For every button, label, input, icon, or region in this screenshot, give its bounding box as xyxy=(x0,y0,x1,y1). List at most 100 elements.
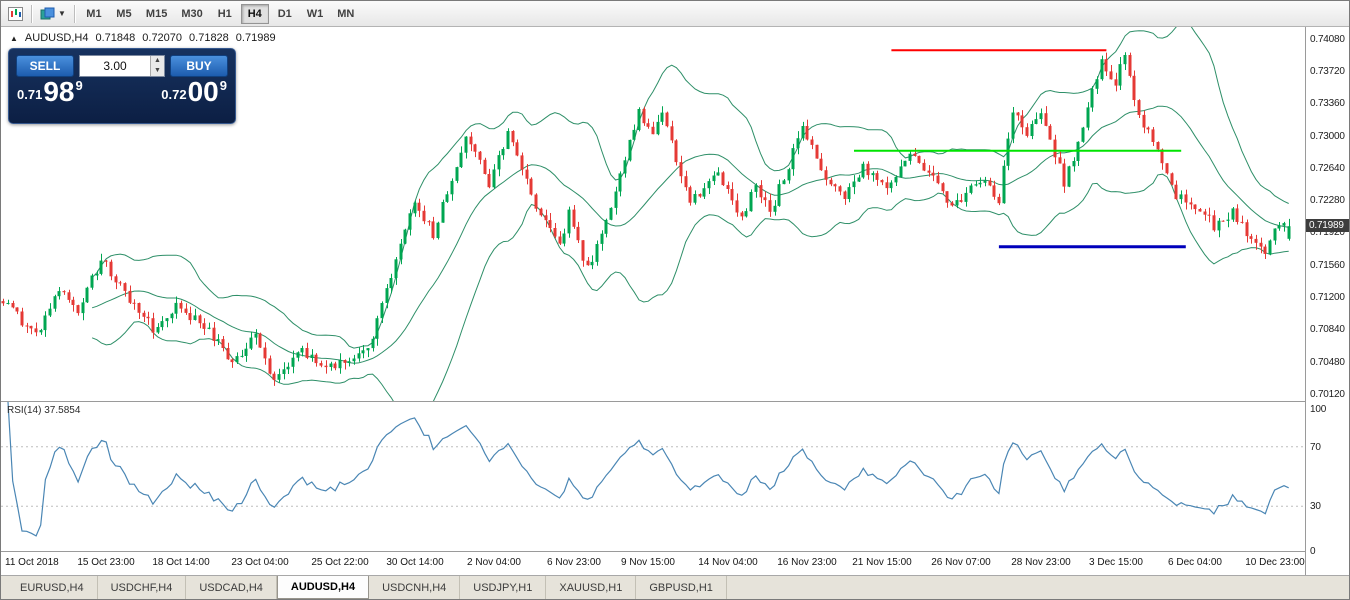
time-axis-label: 16 Nov 23:00 xyxy=(777,557,837,568)
rsi-indicator-chart[interactable] xyxy=(1,402,1305,551)
candle-body xyxy=(361,350,365,354)
time-axis-label: 3 Dec 15:00 xyxy=(1089,557,1143,568)
tab-usdcad-h4[interactable]: USDCAD,H4 xyxy=(186,576,277,599)
candle-body xyxy=(632,129,636,140)
candle-body xyxy=(81,302,85,314)
candle-body xyxy=(688,187,692,203)
candle-body xyxy=(1263,246,1267,254)
candle-body xyxy=(1123,55,1127,65)
candle-body xyxy=(567,209,571,234)
tab-gbpusd-h1[interactable]: GBPUSD,H1 xyxy=(636,576,727,599)
candle-body xyxy=(614,191,618,208)
volume-field: ▲ ▼ xyxy=(79,55,165,77)
candle-body xyxy=(1067,166,1071,187)
candle-body xyxy=(20,311,24,326)
candle-body xyxy=(62,291,66,293)
timeframe-w1-button[interactable]: W1 xyxy=(301,4,330,24)
candle-body xyxy=(188,313,192,321)
candle-body xyxy=(314,354,318,364)
candle-body xyxy=(375,318,379,339)
candle-body xyxy=(791,148,795,170)
spinner-up-icon[interactable]: ▲ xyxy=(154,57,161,64)
candle-body xyxy=(450,180,454,195)
chart-profiles-button[interactable]: ▼ xyxy=(36,3,70,25)
candle-body xyxy=(1053,139,1057,158)
candle-body xyxy=(473,144,477,152)
candle-body xyxy=(590,261,594,266)
candle-body xyxy=(11,303,15,308)
candle-body xyxy=(880,180,884,183)
candle-body xyxy=(230,359,234,363)
timeframe-m1-button[interactable]: M1 xyxy=(80,4,108,24)
ohlc-open-value: 0.71848 xyxy=(95,32,136,44)
candle-body xyxy=(847,187,851,199)
candle-body xyxy=(170,313,174,319)
sell-button[interactable]: SELL xyxy=(16,55,74,77)
candle-body xyxy=(310,354,314,358)
candle-body xyxy=(707,181,711,189)
candle-body xyxy=(128,290,132,303)
tab-xauusd-h1[interactable]: XAUUSD,H1 xyxy=(546,576,637,599)
candle-body xyxy=(39,330,43,333)
timeframe-h1-button[interactable]: H1 xyxy=(211,4,239,24)
candle-body xyxy=(1160,149,1164,164)
spinner-down-icon[interactable]: ▼ xyxy=(154,67,161,74)
timeframe-mn-button[interactable]: MN xyxy=(331,4,360,24)
candle-body xyxy=(974,184,978,186)
tab-usdjpy-h1[interactable]: USDJPY,H1 xyxy=(460,576,547,599)
time-axis-label: 2 Nov 04:00 xyxy=(467,557,521,568)
candle-body xyxy=(1002,165,1006,204)
candle-body xyxy=(1273,228,1277,241)
candle-body xyxy=(1100,59,1104,80)
candle-body xyxy=(487,174,491,188)
candle-body xyxy=(824,170,828,180)
price-axis-label: 0.70840 xyxy=(1310,324,1345,335)
tab-usdchf-h4[interactable]: USDCHF,H4 xyxy=(98,576,187,599)
candle-body xyxy=(1217,220,1221,231)
candle-body xyxy=(212,327,216,341)
candle-body xyxy=(291,357,295,367)
chart-window-icon[interactable] xyxy=(4,3,27,25)
candles-layer xyxy=(1,52,1291,386)
time-axis-label: 30 Oct 14:00 xyxy=(386,557,444,568)
buy-button[interactable]: BUY xyxy=(170,55,228,77)
timeframe-d1-button[interactable]: D1 xyxy=(271,4,299,24)
candle-body xyxy=(609,207,613,220)
candle-body xyxy=(529,178,533,195)
candle-body xyxy=(525,169,529,179)
tab-eurusd-h4[interactable]: EURUSD,H4 xyxy=(7,576,98,599)
candle-body xyxy=(179,302,183,309)
time-axis-label: 25 Oct 22:00 xyxy=(311,557,369,568)
tab-audusd-h4[interactable]: AUDUSD,H4 xyxy=(276,576,370,599)
candle-body xyxy=(1006,138,1010,166)
candle-body xyxy=(1030,124,1034,136)
timeframe-m30-button[interactable]: M30 xyxy=(175,4,208,24)
candle-body xyxy=(885,182,889,189)
candle-body xyxy=(1020,115,1024,128)
chart-window-glyph xyxy=(8,6,23,21)
timeframe-m15-button[interactable]: M15 xyxy=(140,4,173,24)
timeframe-h4-button[interactable]: H4 xyxy=(240,3,269,24)
candle-body xyxy=(198,315,202,324)
candle-body xyxy=(385,288,389,303)
ohlc-high-value: 0.72070 xyxy=(142,32,183,44)
candle-body xyxy=(268,358,272,374)
volume-stepper[interactable]: ▲ ▼ xyxy=(150,56,164,76)
candle-body xyxy=(553,228,557,237)
candle-body xyxy=(497,155,501,170)
price-axis[interactable]: 0.74080 0.73720 0.73360 0.73000 0.72640 0.722… xyxy=(1305,27,1349,575)
candle-body xyxy=(670,126,674,141)
candle-body xyxy=(959,200,963,202)
time-axis[interactable]: 11 Oct 2018 15 Oct 23:00 18 Oct 14:00 23 Oc… xyxy=(1,552,1305,575)
candle-body xyxy=(861,163,865,178)
candle-body xyxy=(702,188,706,197)
sell-price-prefix: 0.71 xyxy=(17,87,43,102)
price-axis-label: 0.74080 xyxy=(1310,34,1345,45)
volume-input[interactable] xyxy=(80,56,150,76)
candle-body xyxy=(983,180,987,183)
tab-usdcnh-h4[interactable]: USDCNH,H4 xyxy=(369,576,461,599)
panel-separator[interactable] xyxy=(1,551,1349,552)
panel-separator[interactable] xyxy=(1,401,1349,402)
timeframe-m5-button[interactable]: M5 xyxy=(110,4,138,24)
candle-body xyxy=(801,126,805,139)
